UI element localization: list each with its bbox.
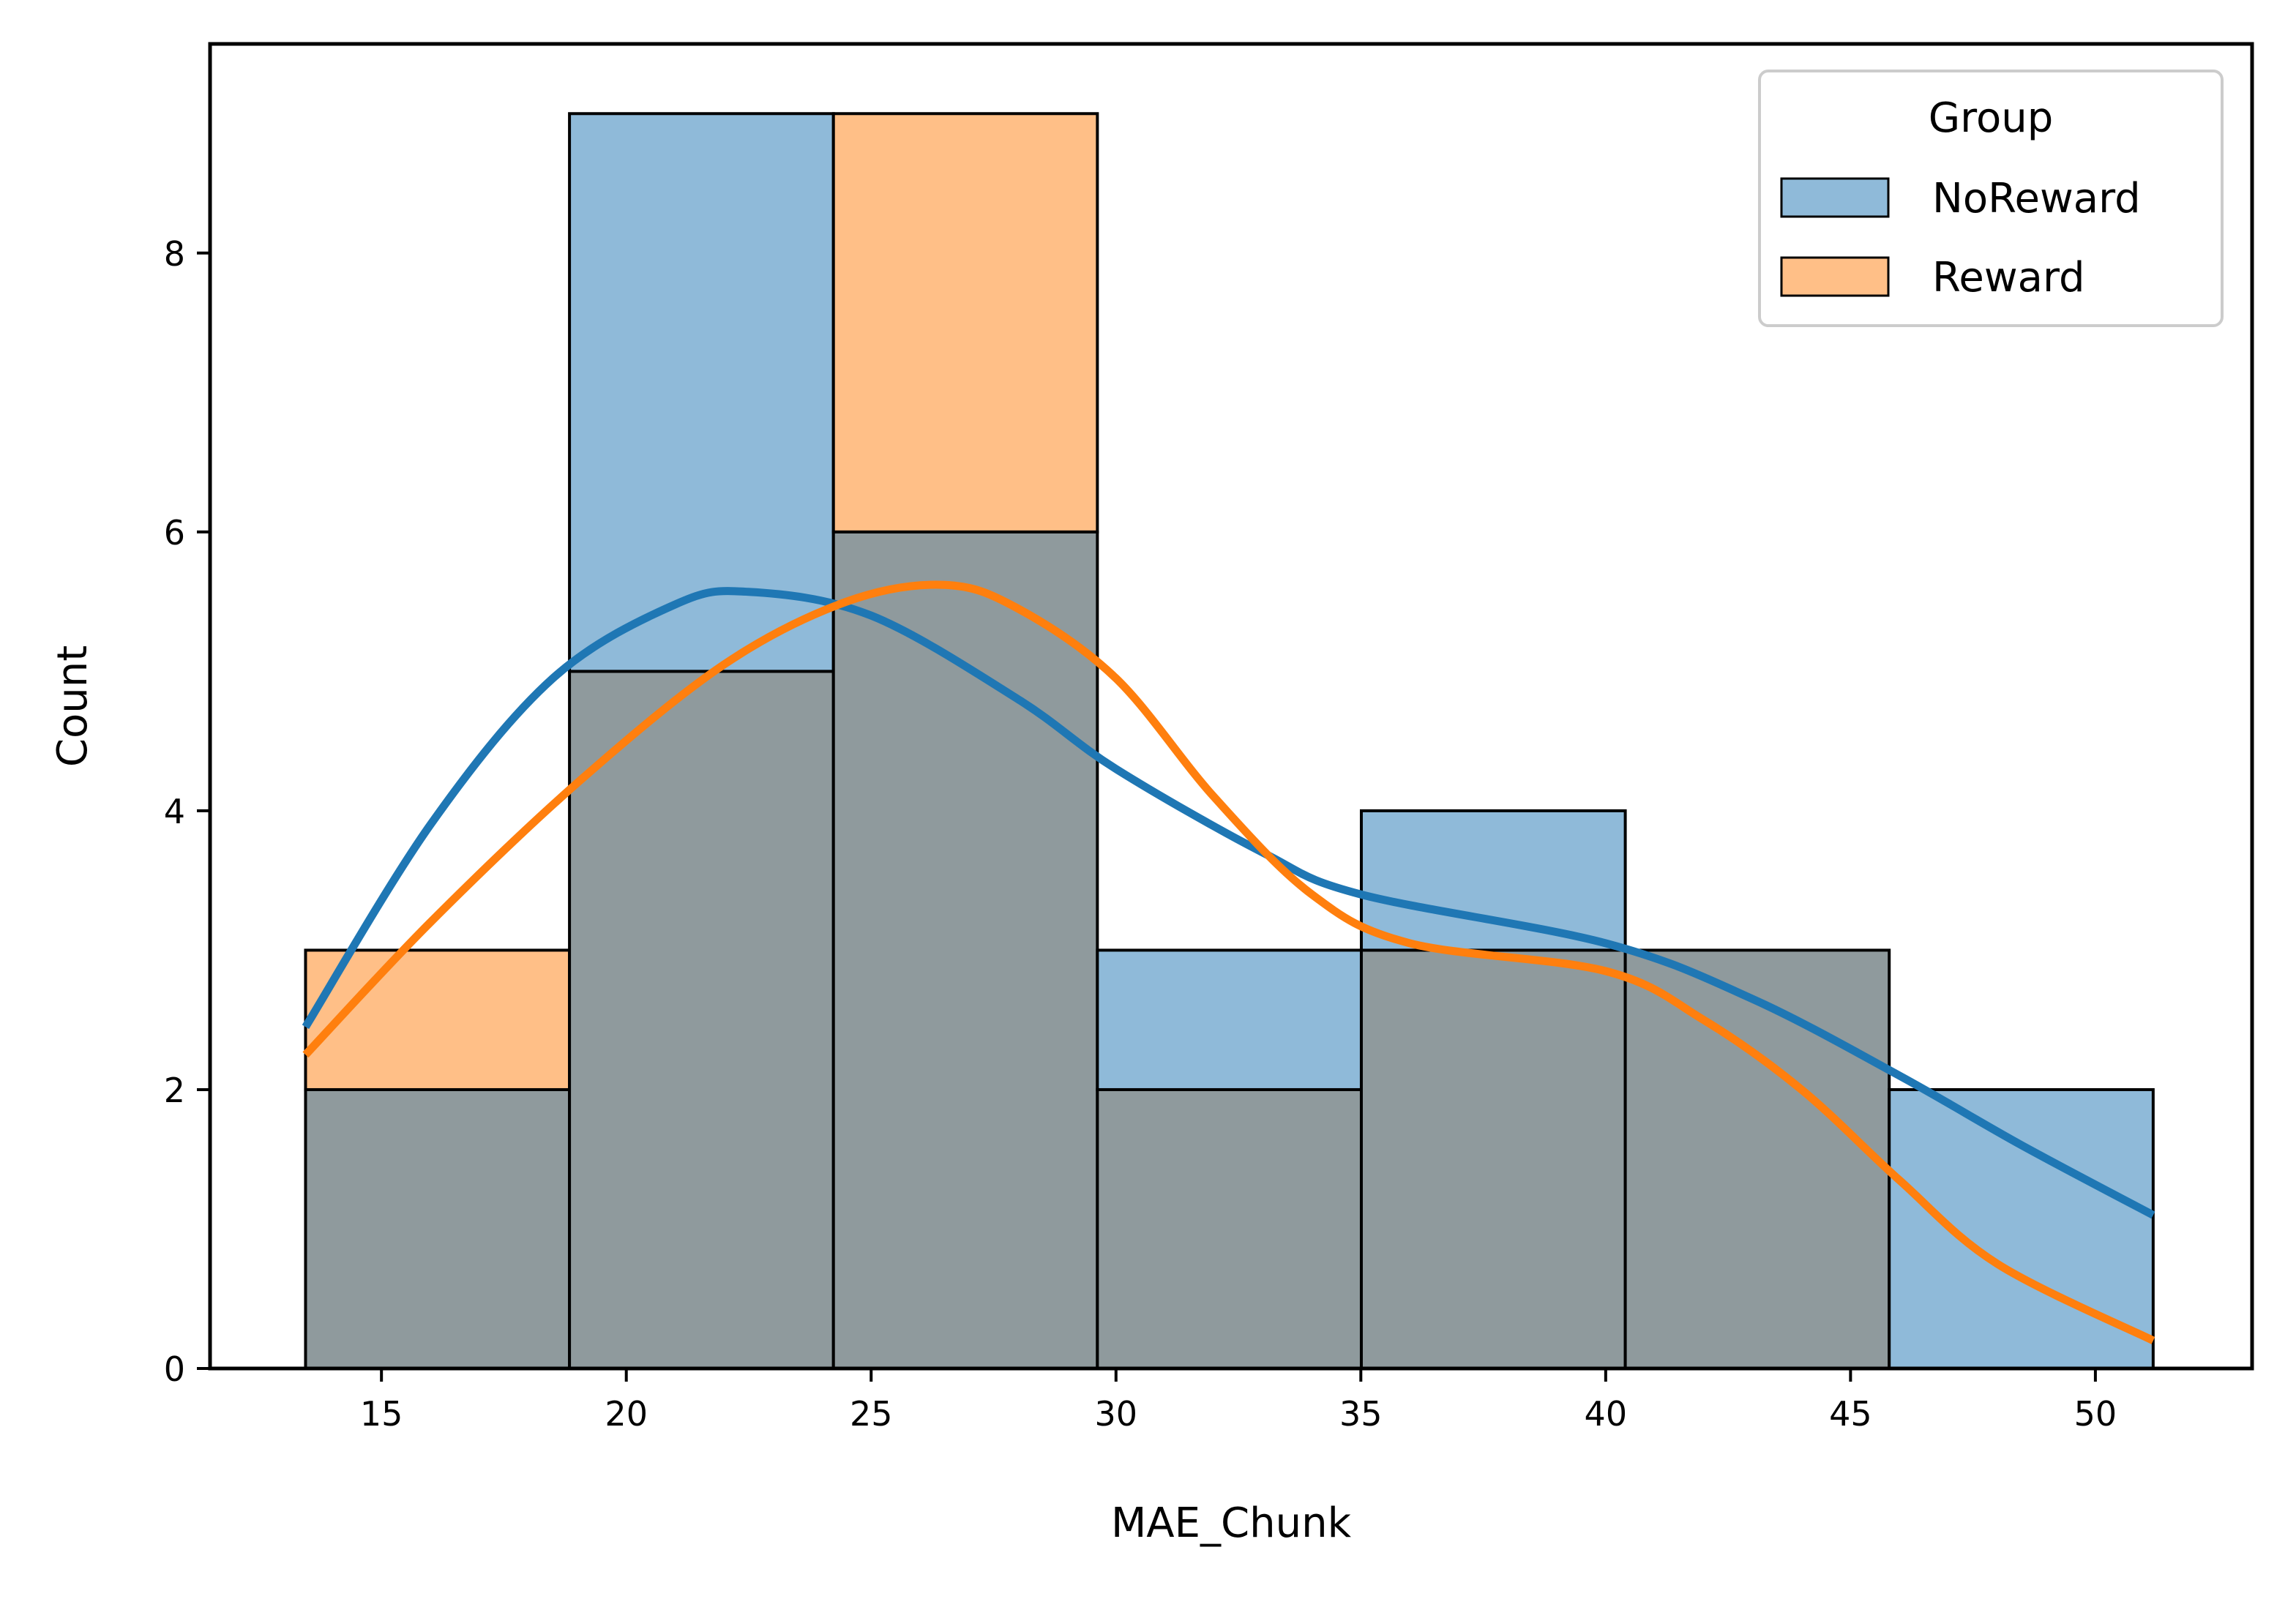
bar-noreward <box>568 112 835 673</box>
x-tick-label: 40 <box>1585 1394 1628 1434</box>
x-tick-label: 50 <box>2074 1394 2117 1434</box>
x-axis: 15 20 25 30 35 40 45 50 <box>360 1368 2117 1434</box>
bar-reward <box>304 948 572 1091</box>
kde-line-noreward <box>302 587 2155 1219</box>
y-tick-label: 0 <box>164 1349 185 1389</box>
bar-overlap <box>568 670 835 1370</box>
legend-title: Group <box>1929 94 2054 142</box>
kde-layer <box>302 580 2155 1344</box>
bar-reward <box>831 112 1099 533</box>
legend-swatch-noreward <box>1780 177 1890 218</box>
bar-noreward <box>1096 948 1363 1091</box>
x-tick-label: 30 <box>1094 1394 1137 1434</box>
y-axis-title: Count <box>49 645 97 767</box>
bar-overlap <box>1623 948 1891 1370</box>
x-tick-label: 45 <box>1829 1394 1872 1434</box>
bar-overlap <box>304 1087 572 1371</box>
bar-overlap <box>831 530 1099 1370</box>
legend-swatch-reward <box>1780 256 1890 297</box>
x-tick-label: 25 <box>850 1394 893 1434</box>
legend-label-noreward: NoReward <box>1932 175 2141 222</box>
kde-line-reward <box>302 580 2155 1344</box>
bar-overlap <box>1096 1087 1363 1371</box>
bar-noreward <box>1359 809 1627 952</box>
bars-layer <box>304 112 2155 1371</box>
x-tick-label: 20 <box>605 1394 648 1434</box>
x-axis-title: MAE_Chunk <box>1111 1499 1352 1547</box>
legend: Group NoReward Reward <box>1758 70 2224 327</box>
plot-frame <box>208 42 2254 1371</box>
x-tick-label: 15 <box>360 1394 403 1434</box>
y-axis: 0 2 4 6 8 <box>164 234 210 1389</box>
y-tick-label: 2 <box>164 1071 185 1110</box>
y-tick-label: 6 <box>164 513 185 553</box>
legend-label-reward: Reward <box>1932 254 2085 302</box>
x-tick-label: 35 <box>1339 1394 1383 1434</box>
y-tick-label: 4 <box>164 792 185 831</box>
bar-overlap <box>1359 948 1627 1370</box>
y-tick-label: 8 <box>164 234 185 274</box>
